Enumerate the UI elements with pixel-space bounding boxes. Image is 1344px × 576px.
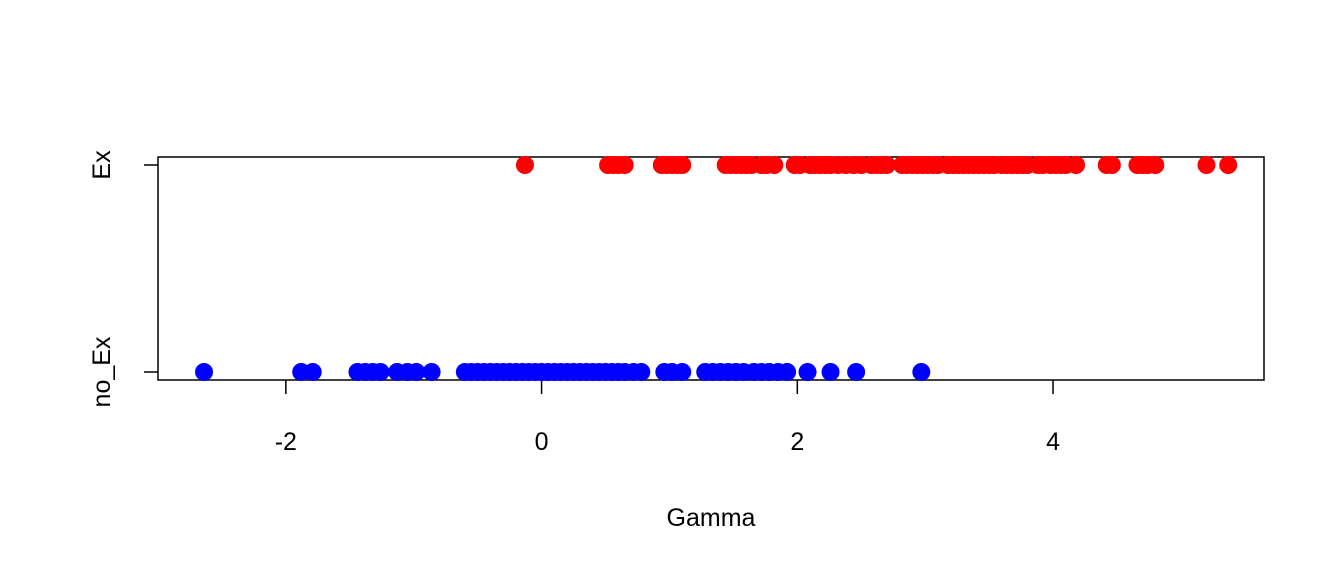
data-points [195, 156, 1238, 381]
data-point-ex [877, 156, 896, 174]
data-point-ex [615, 156, 634, 174]
data-point-no-ex [673, 363, 692, 381]
x-axis: -2 0 2 4 [275, 380, 1060, 456]
data-point-ex [1067, 156, 1086, 174]
data-point-ex [765, 156, 784, 174]
plot-frame [157, 156, 1265, 381]
y-axis: no_Ex Ex [88, 150, 158, 407]
data-point-ex [1219, 156, 1238, 174]
y-tick-label-ex: Ex [88, 150, 116, 180]
data-point-ex [1102, 156, 1121, 174]
x-tick-label: 4 [1046, 428, 1060, 456]
data-point-no-ex [821, 363, 840, 381]
data-point-no-ex [407, 363, 426, 381]
data-point-no-ex [422, 363, 441, 381]
data-point-no-ex [303, 363, 322, 381]
data-point-ex [1197, 156, 1216, 174]
x-axis-title: Gamma [667, 504, 756, 532]
data-point-no-ex [912, 363, 931, 381]
data-point-ex [1146, 156, 1165, 174]
data-point-no-ex [632, 363, 651, 381]
x-tick-label: 0 [535, 428, 549, 456]
data-point-no-ex [371, 363, 390, 381]
y-tick-label-no-ex: no_Ex [88, 336, 116, 407]
x-tick-label: -2 [275, 428, 297, 456]
data-point-no-ex [778, 363, 797, 381]
data-point-no-ex [195, 363, 214, 381]
data-point-ex [515, 156, 534, 174]
data-point-no-ex [847, 363, 866, 381]
x-tick-label: 2 [790, 428, 804, 456]
data-point-no-ex [798, 363, 817, 381]
data-point-ex [673, 156, 692, 174]
